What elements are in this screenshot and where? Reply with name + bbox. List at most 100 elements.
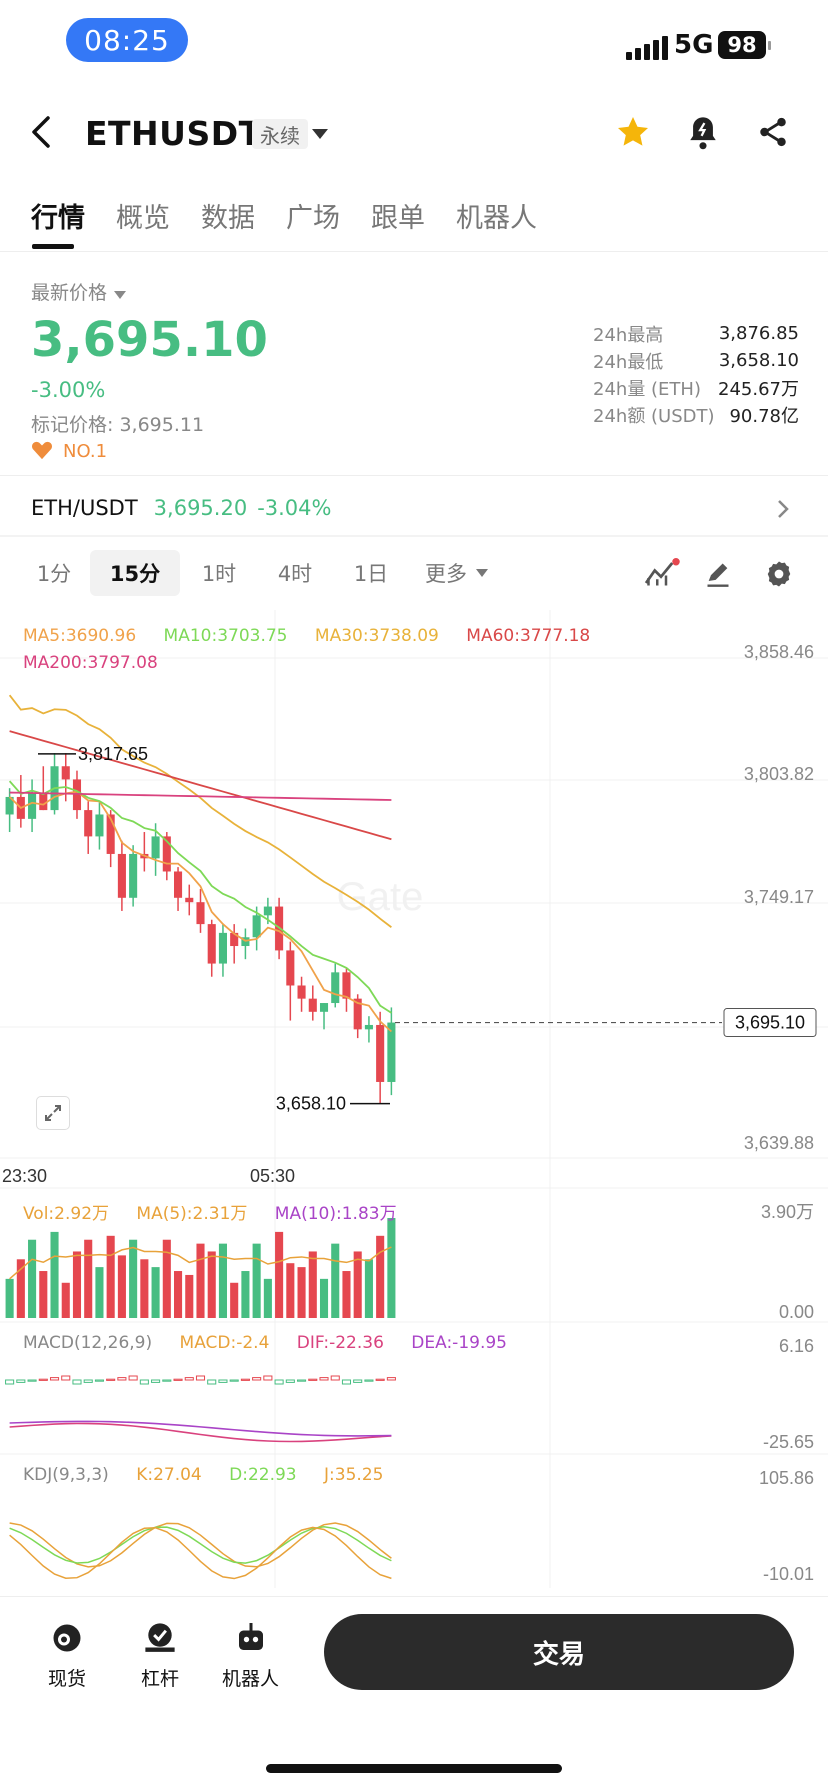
status-time: 08:25 <box>66 18 188 62</box>
tab-overview[interactable]: 概览 <box>116 203 170 234</box>
tab-square[interactable]: 广场 <box>286 203 340 234</box>
candle-body <box>286 950 295 986</box>
latest-price-label[interactable]: 最新价格 <box>31 282 108 304</box>
margin-icon <box>145 1623 175 1652</box>
tab-bot[interactable]: 机器人 <box>456 203 537 234</box>
kdj-axis-label: 105.86 <box>759 1468 814 1488</box>
macd-legend: MACD(12,26,9) MACD:-2.4 DIF:-22.36 DEA:-… <box>23 1333 507 1353</box>
j-value: J:35.25 <box>324 1465 384 1485</box>
tab-market[interactable]: 行情 <box>31 203 85 234</box>
volume-bar <box>308 1251 317 1318</box>
vol-ma5-label: MA(5):2.31万 <box>136 1204 248 1224</box>
dea-value: DEA:-19.95 <box>411 1333 507 1353</box>
macd-bar <box>229 1379 239 1382</box>
kdj-line <box>9 1526 392 1564</box>
price-axis-label: 3,639.88 <box>744 1133 814 1153</box>
ma-line <box>8 694 392 928</box>
network-type: 5G <box>674 30 714 60</box>
tabs-divider <box>0 251 828 252</box>
candle-body <box>95 814 104 837</box>
macd-bar <box>128 1375 138 1381</box>
battery-tip <box>768 41 771 50</box>
caret-down-icon[interactable] <box>476 568 488 578</box>
macd-bar <box>319 1377 329 1381</box>
macd-bar <box>38 1378 48 1381</box>
time-axis-label: 05:30 <box>250 1166 295 1186</box>
ma60-label: MA60:3777.18 <box>466 626 591 646</box>
volume-bar <box>84 1239 93 1318</box>
last-price: 3,695.10 <box>31 312 268 368</box>
interval-15m[interactable]: 15分 <box>90 550 180 596</box>
tab-copy-trade[interactable]: 跟单 <box>371 203 425 234</box>
interval-1d[interactable]: 1日 <box>353 562 389 586</box>
candle-body <box>61 766 70 780</box>
volume-ma-line <box>9 1246 392 1280</box>
price-alert-icon[interactable] <box>686 114 720 156</box>
stat-turnover: 24h额 (USDT) 90.78亿 <box>593 401 799 428</box>
macd-bar <box>308 1378 318 1381</box>
stat-label: 24h量 (ETH) <box>593 378 701 400</box>
candle-body <box>252 915 261 938</box>
spot-pair-row[interactable]: ETH/USDT 3,695.20 -3.04% <box>31 496 331 520</box>
settings-icon[interactable] <box>764 559 794 593</box>
volume-bar <box>16 1259 25 1318</box>
volume-axis-label: 3.90万 <box>761 1202 814 1222</box>
draw-icon[interactable] <box>704 560 732 592</box>
caret-down-icon[interactable] <box>114 285 126 304</box>
vol-label: Vol:2.92万 <box>23 1204 110 1224</box>
ma200-label: MA200:3797.08 <box>23 653 158 673</box>
interval-1h[interactable]: 1时 <box>201 562 237 586</box>
expand-icon[interactable] <box>36 1096 70 1130</box>
volume-bar <box>297 1267 306 1318</box>
volume-bar <box>106 1235 115 1318</box>
rank-label[interactable]: NO.1 <box>63 441 108 462</box>
volume-bar <box>342 1271 351 1318</box>
macd-bar <box>218 1379 228 1383</box>
trade-button[interactable]: 交易 <box>324 1614 794 1690</box>
interval-4h[interactable]: 4时 <box>277 562 313 586</box>
ma5-label: MA5:3690.96 <box>23 626 137 646</box>
chevron-right-icon[interactable] <box>776 498 790 524</box>
candle-body <box>207 924 216 964</box>
main-tabs: 行情 概览 数据 广场 跟单 机器人 <box>0 196 828 252</box>
dea-line <box>9 1420 392 1437</box>
volume-bar <box>331 1243 340 1318</box>
volume-bar <box>353 1251 362 1318</box>
volume-bar <box>50 1231 59 1318</box>
back-icon[interactable] <box>28 114 58 154</box>
vol-ma10-label: MA(10):1.83万 <box>274 1204 397 1224</box>
volume-bar <box>241 1271 250 1318</box>
volume-bar <box>162 1239 171 1318</box>
candle-body <box>174 871 183 898</box>
kline-chart[interactable]: Gate 3,858.46 3,803.82 3,749.17 3,639.88 23:3… <box>0 610 828 1588</box>
volume-bar <box>319 1278 329 1318</box>
caret-down-icon[interactable] <box>312 126 328 145</box>
indicator-icon[interactable] <box>642 558 680 592</box>
share-icon[interactable] <box>756 115 790 153</box>
nav-spot[interactable]: 现货 <box>48 1620 86 1691</box>
nav-bot[interactable]: 机器人 <box>222 1620 279 1691</box>
macd-bar <box>5 1379 15 1385</box>
ma-line <box>8 790 392 1033</box>
stat-low: 24h最低 3,658.10 <box>593 347 799 374</box>
ma-line <box>8 780 392 1014</box>
mark-price: 标记价格: 3,695.11 <box>31 414 205 436</box>
macd-bar <box>72 1379 82 1385</box>
star-icon[interactable] <box>615 114 651 154</box>
macd-axis-label: -25.65 <box>763 1432 814 1452</box>
interval-1m[interactable]: 1分 <box>36 562 72 586</box>
contract-type-tag[interactable]: 永续 <box>252 119 308 149</box>
interval-more[interactable]: 更多 <box>425 562 467 586</box>
price-axis-label: 3,749.17 <box>744 887 814 907</box>
chart-canvas[interactable]: Gate3,858.463,803.823,749.173,639.8823:3… <box>0 610 828 1588</box>
nav-spot-label: 现货 <box>48 1668 87 1690</box>
macd-bar <box>364 1379 374 1382</box>
macd-axis-label: 6.16 <box>779 1336 814 1356</box>
macd-bar <box>330 1375 340 1381</box>
volume-bar <box>185 1274 194 1318</box>
macd-bar <box>375 1378 385 1381</box>
spot-pair: ETH/USDT <box>31 496 138 520</box>
tab-data[interactable]: 数据 <box>201 203 255 234</box>
stat-value: 3,658.10 <box>718 350 799 371</box>
nav-margin[interactable]: 杠杆 <box>141 1620 179 1691</box>
